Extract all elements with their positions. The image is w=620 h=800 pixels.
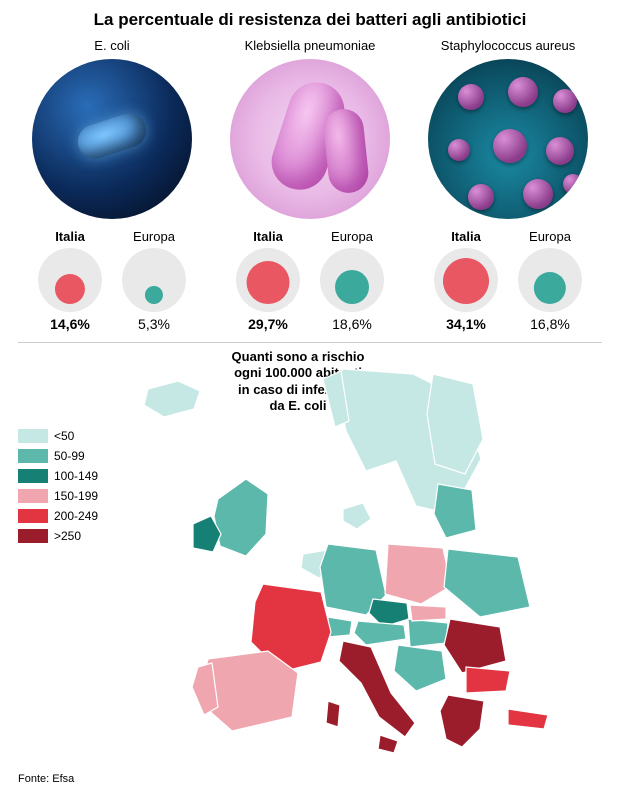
country-shape [385,544,451,604]
main-title: La percentuale di resistenza dei batteri… [18,10,602,30]
bacteria-column: Staphylococcus aureus Italia 34,1% Europa 16… [414,38,602,332]
stat-value: 14,6% [50,316,90,332]
legend-swatch [18,529,48,543]
stat-value: 5,3% [138,316,170,332]
country-shape [326,701,340,727]
stats-row: Italia 29,7% Europa 18,6% [216,229,404,332]
stat-label: Italia [451,229,481,244]
country-shape [410,605,446,621]
stat-bubble [55,274,85,304]
stat-value: 18,6% [332,316,372,332]
country-shape [354,621,406,645]
source-label: Fonte: Efsa [18,773,602,785]
legend-swatch [18,449,48,463]
legend-label: <50 [54,429,74,443]
stats-row: Italia 34,1% Europa 16,8% [414,229,602,332]
stat-bubble-bg [122,248,186,312]
stat-value: 16,8% [530,316,570,332]
stat-bubble [443,258,489,304]
country-shape [444,619,506,673]
country-shape [466,667,510,693]
legend-swatch [18,429,48,443]
country-shape [394,645,446,691]
stat-col-europa: Europa 5,3% [122,229,186,332]
bacteria-name: E. coli [94,38,129,53]
legend-item: <50 [18,429,98,443]
stat-bubble-bg [38,248,102,312]
stat-bubble-bg [518,248,582,312]
country-shape [378,735,398,753]
legend-swatch [18,509,48,523]
country-shape [408,619,448,647]
map-section: Quanti sono a rischioogni 100.000 abitan… [18,349,602,769]
bacteria-name: Klebsiella pneumoniae [245,38,376,53]
stat-col-italia: Italia 29,7% [236,229,300,332]
legend-swatch [18,489,48,503]
bacteria-column: E. coli Italia 14,6% Europa 5,3% [18,38,206,332]
legend-label: 50-99 [54,449,85,463]
country-shape [444,549,530,617]
country-shape [434,484,476,538]
country-shape [440,695,484,747]
legend-item: 50-99 [18,449,98,463]
stats-row: Italia 14,6% Europa 5,3% [18,229,206,332]
legend-item: >250 [18,529,98,543]
stat-col-europa: Europa 18,6% [320,229,384,332]
legend-item: 100-149 [18,469,98,483]
legend-label: >250 [54,529,81,543]
bacteria-row: E. coli Italia 14,6% Europa 5,3% Klebsiella p… [18,38,602,332]
stat-bubble [247,261,290,304]
europe-map [88,349,588,769]
divider [18,342,602,343]
country-shape [508,709,548,729]
country-shape [328,617,352,637]
stat-value: 29,7% [248,316,288,332]
stat-label: Italia [55,229,85,244]
stat-bubble-bg [320,248,384,312]
bacteria-image [428,59,588,219]
country-shape [343,503,371,529]
legend-item: 150-199 [18,489,98,503]
bacteria-column: Klebsiella pneumoniae Italia 29,7% Europa 18… [216,38,404,332]
bacteria-image [32,59,192,219]
stat-label: Europa [133,229,175,244]
stat-label: Europa [331,229,373,244]
legend-swatch [18,469,48,483]
stat-bubble-bg [236,248,300,312]
stat-label: Italia [253,229,283,244]
stat-value: 34,1% [446,316,486,332]
stat-col-europa: Europa 16,8% [518,229,582,332]
stat-bubble [534,272,566,304]
stat-bubble [335,270,369,304]
stat-bubble [145,286,163,304]
legend-item: 200-249 [18,509,98,523]
bacteria-name: Staphylococcus aureus [441,38,575,53]
stat-bubble-bg [434,248,498,312]
bacteria-image [230,59,390,219]
stat-label: Europa [529,229,571,244]
stat-col-italia: Italia 34,1% [434,229,498,332]
country-shape [214,479,268,556]
map-legend: <50 50-99 100-149 150-199 200-249 >250 [18,429,98,543]
stat-col-italia: Italia 14,6% [38,229,102,332]
country-shape [144,381,200,417]
